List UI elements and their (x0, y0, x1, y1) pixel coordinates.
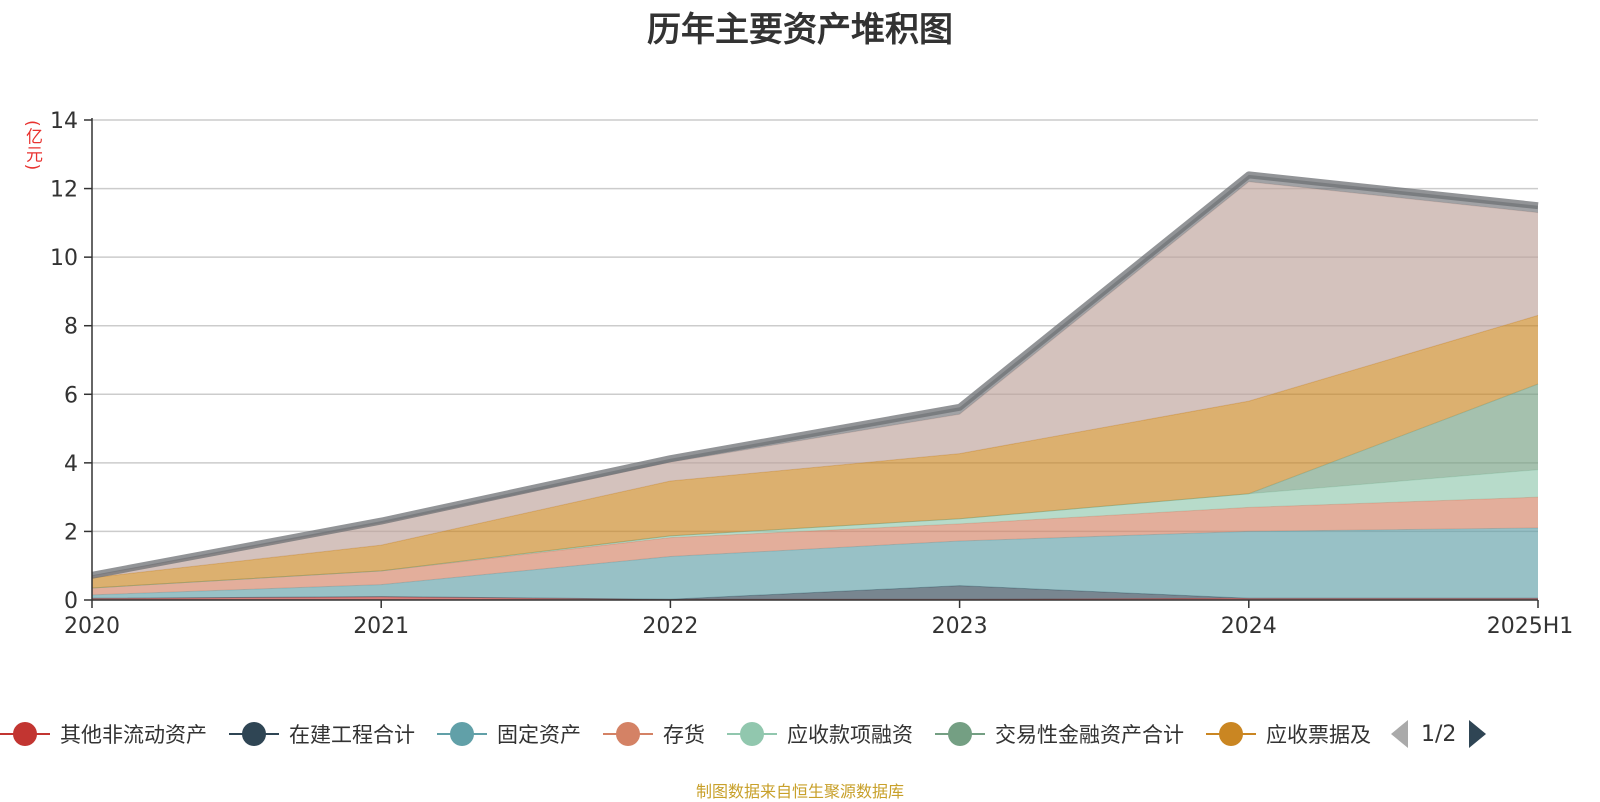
legend-label: 在建工程合计 (289, 723, 415, 747)
x-tick-label: 2025H1 (1487, 614, 1574, 639)
legend-marker-icon (1206, 721, 1256, 747)
area-series-6 (92, 315, 1538, 588)
legend-label: 应收款项融资 (787, 723, 913, 747)
legend-item[interactable]: 在建工程合计 (229, 719, 415, 749)
legend-label: 应收票据及 (1266, 723, 1371, 747)
area-series-1 (92, 585, 1538, 600)
legend-item[interactable]: 交易性金融资产合计 (935, 719, 1184, 749)
legend-item[interactable]: 应收款项融资 (727, 719, 913, 749)
source-note: 制图数据来自恒生聚源数据库 (695, 782, 904, 801)
legend-item[interactable]: 应收票据及 (1206, 719, 1371, 749)
legend-label: 存货 (663, 723, 705, 747)
x-tick-label: 2024 (1221, 614, 1277, 639)
legend-item[interactable]: 其他非流动资产 (0, 719, 207, 749)
x-tick-label: 2021 (353, 614, 409, 639)
legend-item[interactable]: 固定资产 (437, 719, 581, 749)
y-tick-label: 6 (64, 383, 78, 408)
legend-marker-icon (935, 721, 985, 747)
legend-pager: 1/2 (1391, 720, 1487, 748)
y-tick-label: 10 (50, 246, 78, 271)
legend-marker-icon (0, 721, 50, 747)
y-tick-label: 0 (64, 589, 78, 614)
area-series-3 (92, 497, 1538, 595)
legend-marker-icon (603, 721, 653, 747)
legend-next-page-icon[interactable] (1469, 720, 1487, 748)
series-line-8 (91, 171, 1539, 579)
legend-prev-page-icon[interactable] (1391, 720, 1408, 748)
legend-marker-icon (727, 721, 777, 747)
legend-page-indicator: 1/2 (1421, 721, 1457, 747)
legend-item[interactable]: 存货 (603, 719, 705, 749)
legend-label: 其他非流动资产 (60, 723, 207, 747)
x-tick-label: 2022 (642, 614, 698, 639)
y-tick-label: 4 (64, 452, 78, 477)
y-tick-label: 8 (64, 315, 78, 340)
y-axis-unit-label: (亿元) (22, 120, 42, 172)
y-tick-label: 12 (50, 178, 78, 203)
x-tick-label: 2020 (64, 614, 120, 639)
y-tick-label: 2 (64, 520, 78, 545)
chart-title: 历年主要资产堆积图 (647, 10, 953, 50)
legend-label: 交易性金融资产合计 (995, 723, 1184, 747)
area-series-4 (92, 469, 1538, 588)
y-tick-label: 14 (50, 109, 78, 134)
axes (84, 118, 1539, 608)
legend-marker-icon (437, 721, 487, 747)
legend-marker-icon (229, 721, 279, 747)
legend: 其他非流动资产 在建工程合计 固定资产 存货 应收款项融资 交易性金融资产合计 应收票据及 1… (0, 712, 1487, 756)
area-series (91, 171, 1539, 600)
area-series-7 (92, 181, 1538, 578)
x-tick-label: 2023 (932, 614, 988, 639)
legend-label: 固定资产 (497, 723, 581, 747)
area-series-2 (92, 528, 1538, 600)
tick-labels: 0 2 4 6 8 10 12 14 2020 2021 2022 2023 2024 2025H1 (50, 109, 1573, 639)
